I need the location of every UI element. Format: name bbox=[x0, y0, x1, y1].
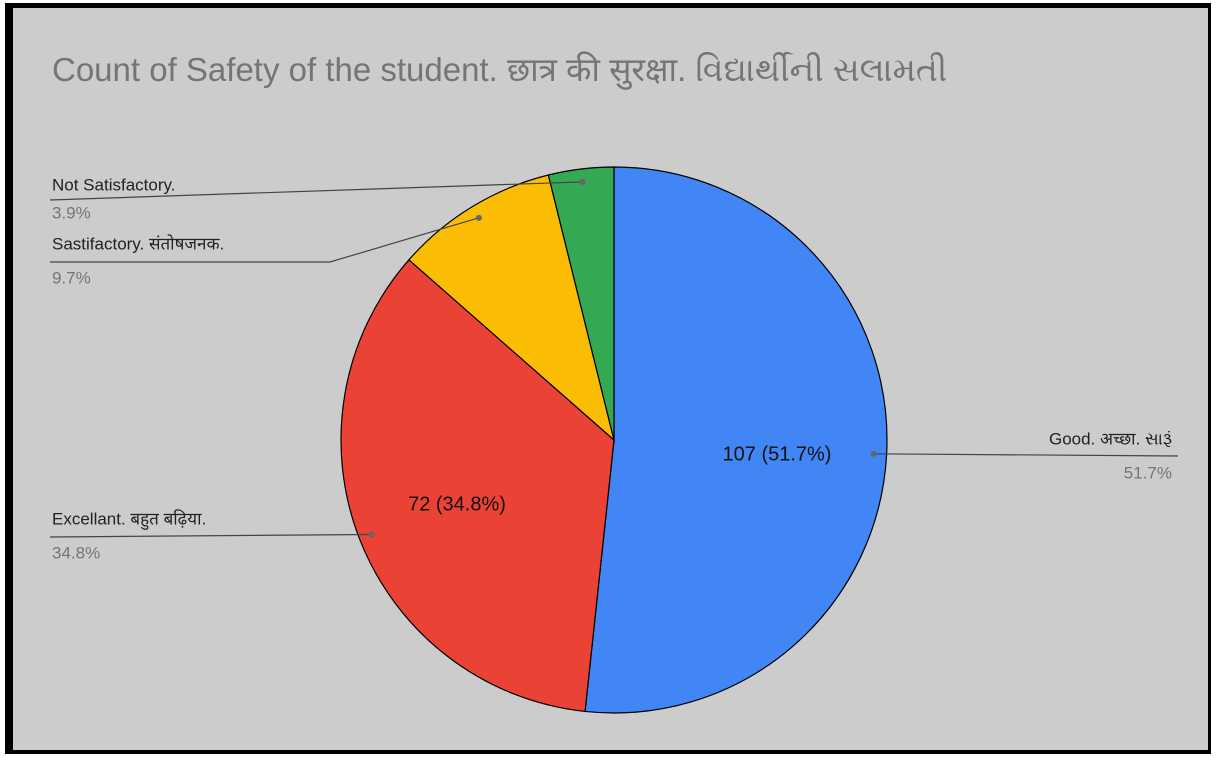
chart-title: Count of Safety of the student. छात्र की… bbox=[52, 51, 948, 88]
leader-dot bbox=[579, 178, 586, 185]
leader-line bbox=[50, 217, 480, 263]
leader-line bbox=[49, 181, 583, 201]
pie-slice bbox=[408, 174, 616, 442]
legend-label: Not Satisfactory. bbox=[52, 175, 175, 194]
leader-dot bbox=[475, 214, 482, 221]
leader-line bbox=[873, 453, 1179, 457]
pie-slice bbox=[547, 166, 615, 441]
legend-label: Sastifactory. संतोषजनक. bbox=[52, 233, 224, 253]
percent-label: 34.8% bbox=[52, 543, 100, 562]
data-label: 72 (34.8%) bbox=[408, 493, 506, 515]
legend-label: Excellant. बहुत बढ़िया. bbox=[52, 508, 206, 530]
leader-line bbox=[49, 533, 372, 538]
leader-dot bbox=[368, 531, 375, 538]
percent-label: 9.7% bbox=[52, 268, 91, 287]
leader-dot bbox=[870, 450, 877, 457]
pie-slice bbox=[340, 258, 615, 713]
percent-label: 3.9% bbox=[52, 203, 91, 222]
percent-label: 51.7% bbox=[1124, 463, 1172, 482]
data-label: 107 (51.7%) bbox=[723, 443, 832, 465]
legend-label: Good. अच्छा. સારૂં bbox=[1049, 429, 1172, 448]
